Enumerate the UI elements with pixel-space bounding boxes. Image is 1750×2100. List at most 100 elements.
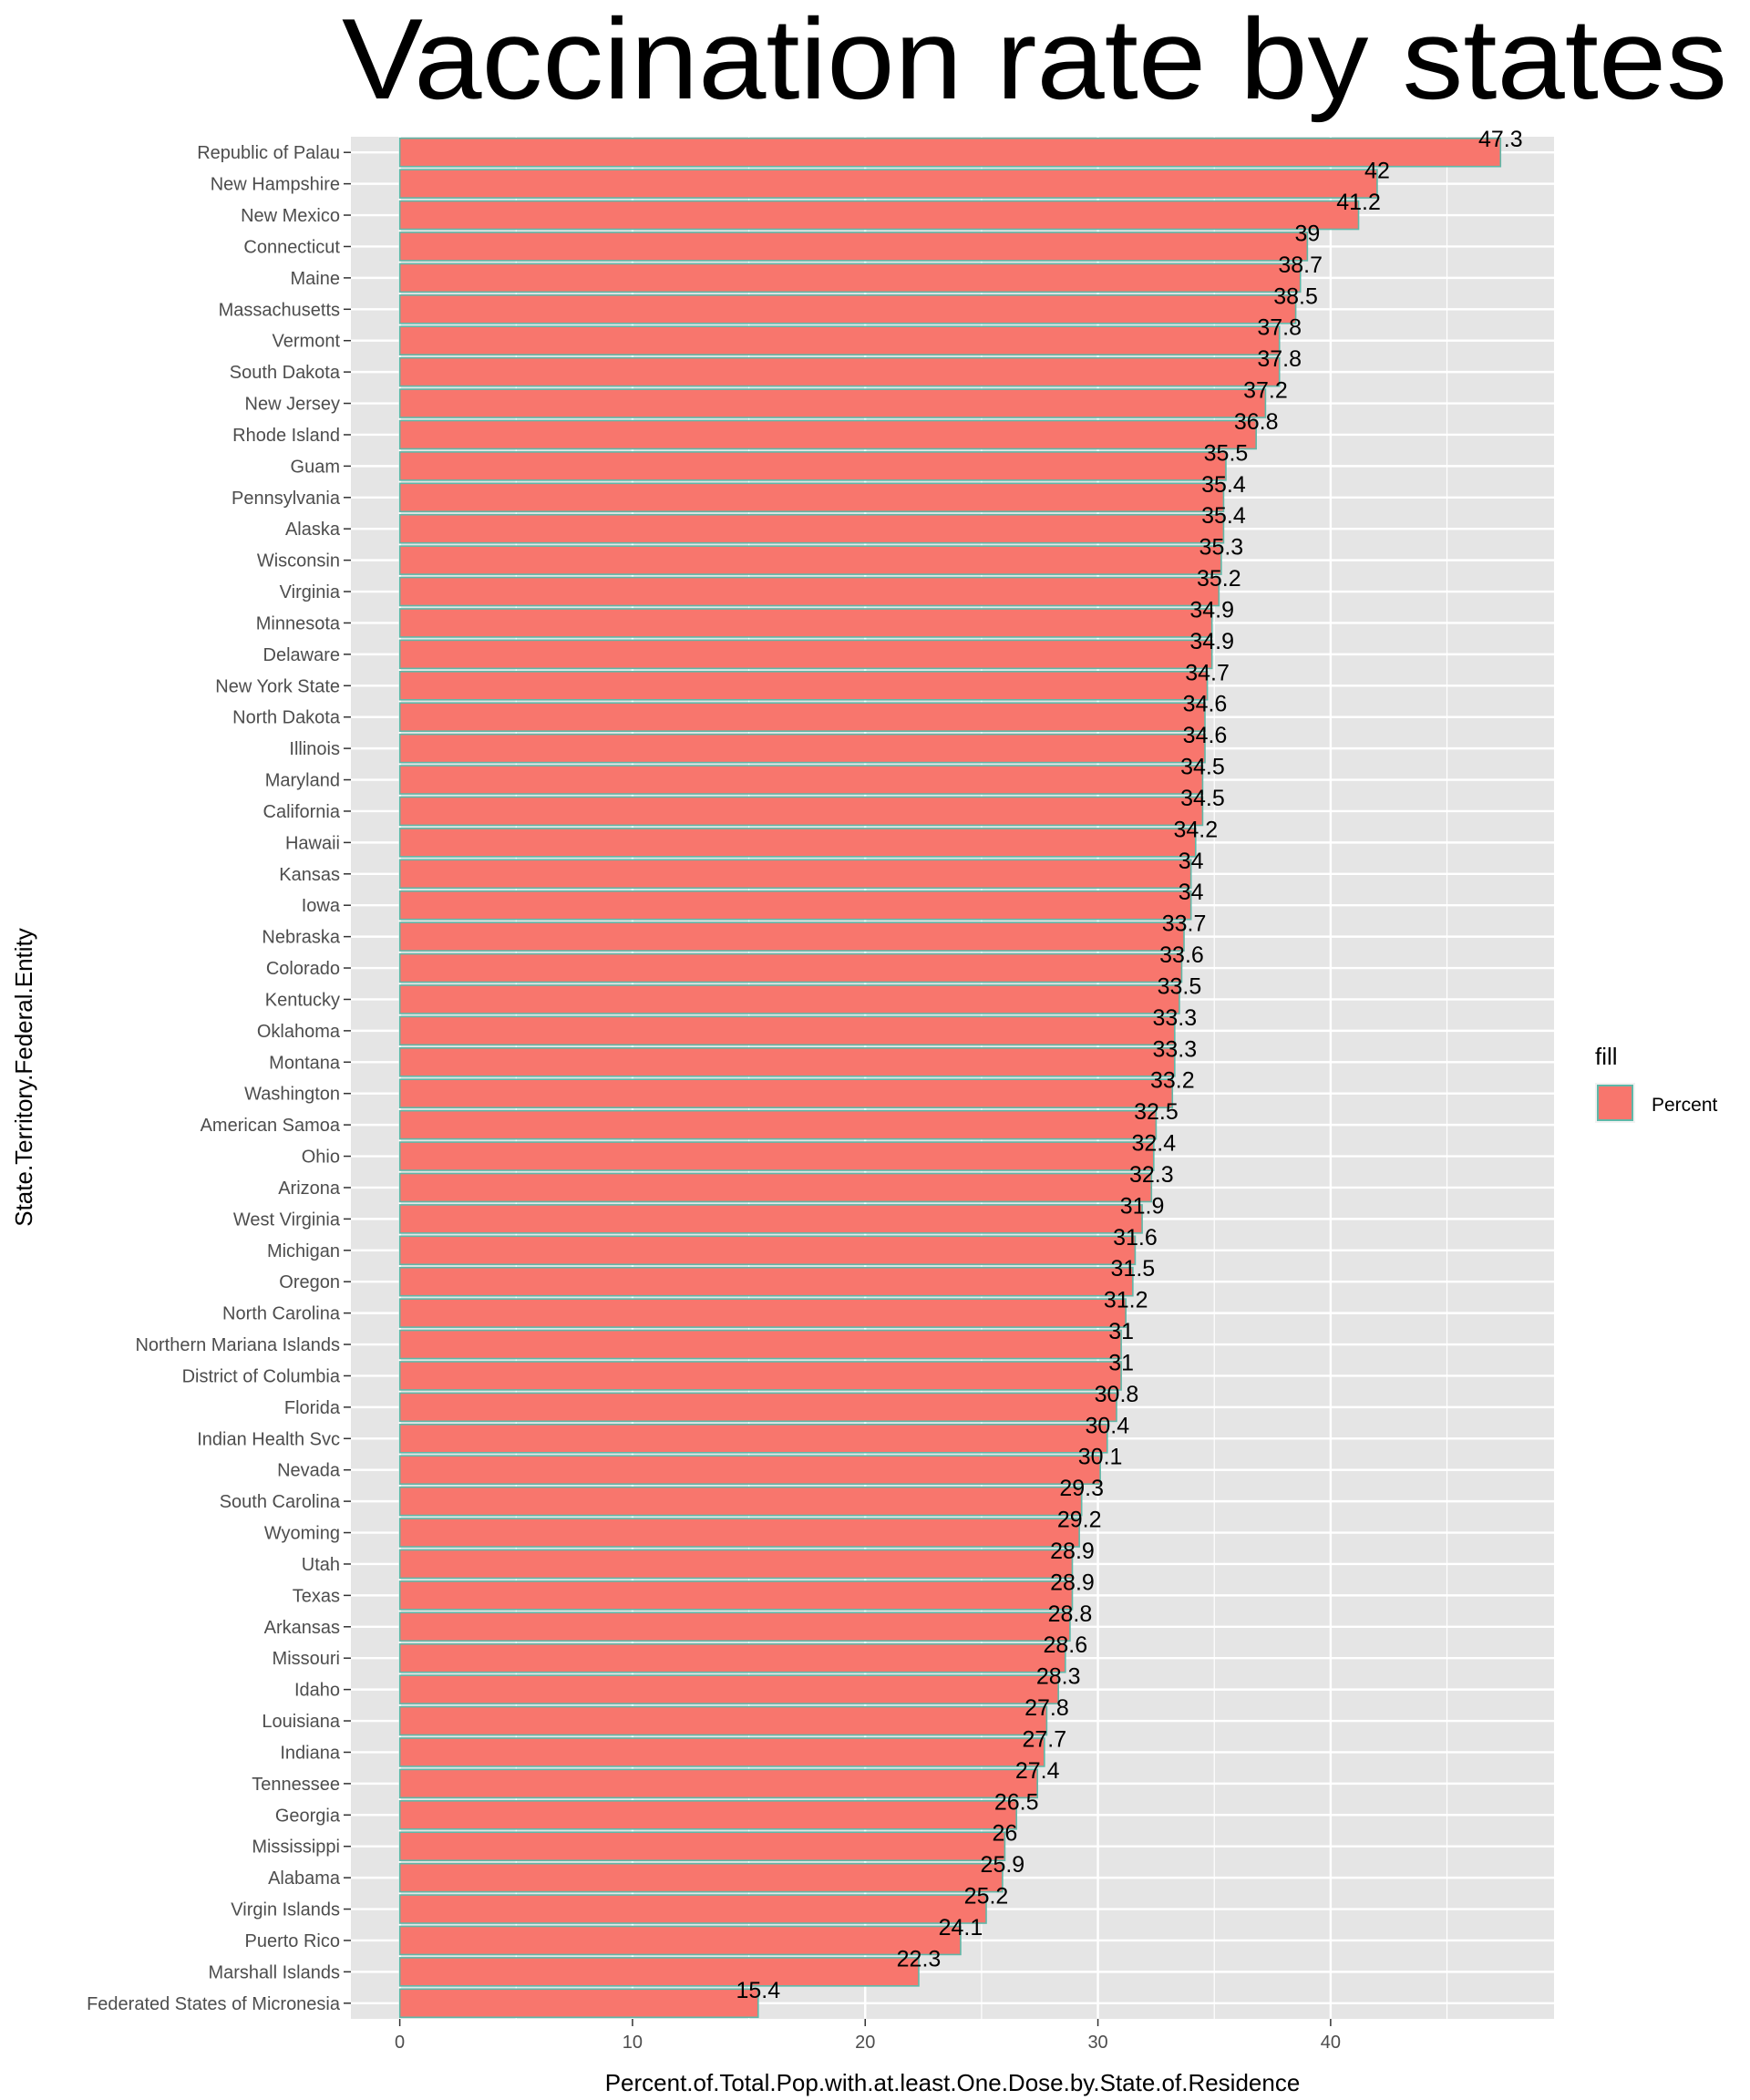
bar-georgia [398,1800,1018,1830]
bar-marshall-islands [398,1957,920,1987]
y-tick-label: New York State [215,676,340,696]
y-tick-label: New Hampshire [211,175,340,195]
y-tick-label: Ohio [302,1148,340,1168]
data-label: 28.3 [1036,1664,1081,1690]
y-tick-label: Pennsylvania [232,489,341,509]
data-label: 28.9 [1050,1539,1095,1564]
y-tick-label: Indiana [280,1743,340,1763]
data-label: 34.6 [1183,692,1228,717]
y-axis-ticks: Republic of Palau New Hampshire New Mexico… [87,143,351,2014]
bar-connecticut [398,232,1309,262]
y-tick-label: West Virginia [233,1210,341,1230]
data-label: 29.3 [1059,1476,1104,1501]
bar-north-dakota [398,702,1206,732]
data-label: 27.4 [1015,1758,1060,1784]
data-label: 32.4 [1132,1131,1177,1157]
y-tick-label: Texas [293,1586,340,1606]
bar-north-carolina [398,1298,1127,1328]
bars [398,137,1502,2019]
y-tick-label: Tennessee [252,1775,340,1795]
data-label: 35.4 [1201,472,1246,498]
bar-idaho [398,1674,1059,1704]
legend-title: fill [1595,1043,1618,1070]
y-tick-label: Marshall Islands [208,1962,340,1982]
data-label: 42 [1364,159,1390,184]
bar-michigan [398,1235,1137,1266]
y-tick-label: Colorado [266,959,340,979]
bar-colorado [398,952,1183,983]
data-label: 30.1 [1078,1445,1123,1470]
bar-mississippi [398,1831,1006,1861]
bar-oklahoma [398,1015,1176,1046]
chart-title-text: Vaccination rate by states [342,0,1727,123]
y-tick-label: American Samoa [201,1116,341,1136]
plot-panel [351,137,1554,2019]
data-label: 38.5 [1273,283,1318,309]
y-tick-label: Puerto Rico [245,1931,341,1951]
bar-ohio [398,1141,1155,1171]
data-label: 32.3 [1129,1162,1174,1188]
y-tick-label: Alaska [285,520,341,540]
data-label: 31 [1108,1319,1134,1344]
data-label: 31 [1108,1350,1134,1375]
bar-iowa [398,890,1192,921]
bar-illinois [398,733,1206,764]
data-label: 31.5 [1111,1256,1156,1282]
data-label: 30.4 [1085,1413,1129,1438]
bar-alabama [398,1862,1004,1893]
y-tick-label: Illinois [289,739,340,759]
data-label: 34 [1179,880,1204,905]
y-tick-label: Guam [291,457,340,477]
data-label: 33.5 [1158,973,1202,999]
y-tick-label: Minnesota [256,613,341,633]
y-tick-label: Nebraska [262,928,340,948]
data-label: 25.2 [964,1884,1009,1910]
bar-florida [398,1392,1117,1423]
bar-california [398,796,1204,827]
bar-indiana [398,1737,1045,1767]
y-tick-label: California [263,802,341,822]
y-tick-label: Michigan [267,1241,340,1261]
bar-massachusetts [398,294,1297,324]
data-label: 33.2 [1150,1068,1195,1094]
data-label: 31.6 [1113,1225,1158,1251]
bar-oregon [398,1266,1134,1297]
y-tick-label: Vermont [273,332,341,352]
y-tick-label: Republic of Palau [197,143,340,163]
bar-pennsylvania [398,482,1225,513]
data-label: 26.5 [994,1789,1039,1815]
data-label: 35.4 [1201,503,1246,529]
y-tick-label: Oklahoma [257,1022,341,1042]
y-axis-title: State.Territory.Federal.Entity [10,928,37,1227]
bar-texas [398,1580,1074,1611]
data-label: 35.2 [1197,566,1241,592]
bar-utah [398,1549,1074,1580]
y-tick-label: Kentucky [265,990,340,1010]
y-tick-label: Alabama [268,1868,341,1889]
bar-republic-of-palau [398,137,1502,168]
data-label: 26 [993,1821,1018,1847]
bar-alaska [398,513,1225,544]
y-tick-label: Montana [269,1053,341,1073]
bar-delaware [398,639,1213,670]
bar-federated-states-of-micronesia [398,1988,759,2019]
data-label: 28.9 [1050,1570,1095,1595]
bar-louisiana [398,1705,1048,1736]
bar-new-mexico [398,200,1360,231]
bar-virginia [398,576,1220,607]
y-tick-label: Wisconsin [257,551,340,571]
x-axis-title: Percent.of.Total.Pop.with.at.least.One.D… [605,2069,1301,2096]
y-tick-label: Georgia [275,1806,341,1826]
y-tick-label: Nevada [277,1461,341,1481]
bar-washington [398,1078,1174,1108]
y-tick-label: Wyoming [264,1524,340,1544]
bar-district-of-columbia [398,1361,1122,1391]
bar-nevada [398,1455,1101,1485]
y-tick-label: Idaho [294,1681,340,1701]
data-label: 31.2 [1104,1288,1148,1313]
data-label: 24.1 [939,1915,983,1940]
y-tick-label: North Dakota [232,708,341,728]
x-axis-ticks: 0 10 20 30 40 [395,2019,1341,2053]
bar-vermont [398,325,1281,355]
bar-puerto-rico [398,1925,962,1956]
